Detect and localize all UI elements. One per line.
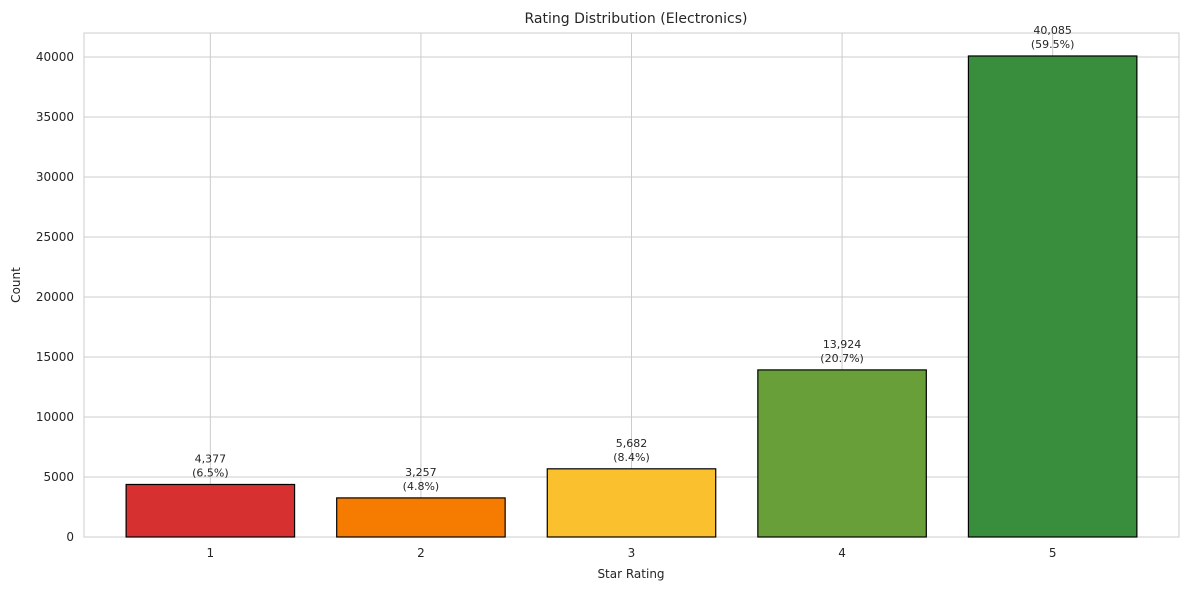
chart-title: Rating Distribution (Electronics) — [525, 11, 748, 27]
bar — [757, 369, 927, 538]
bars — [125, 55, 1138, 538]
y-tick-label: 0 — [66, 530, 74, 544]
bar-percent-label: (20.7%) — [820, 352, 864, 365]
bar-value-label: 13,924 — [823, 338, 862, 351]
y-tick-label: 15000 — [36, 350, 74, 364]
bar-percent-label: (6.5%) — [192, 466, 229, 479]
x-tick-label: 4 — [838, 546, 846, 560]
y-tick-label: 10000 — [36, 410, 74, 424]
x-tick-label: 1 — [207, 546, 215, 560]
y-tick-label: 25000 — [36, 230, 74, 244]
x-tick-label: 2 — [417, 546, 425, 560]
bar-percent-label: (8.4%) — [613, 451, 650, 464]
y-tick-label: 30000 — [36, 170, 74, 184]
x-tick-labels: 1 2 3 4 5 — [207, 546, 1057, 560]
bar-value-label: 3,257 — [405, 466, 437, 479]
x-tick-label: 3 — [628, 546, 636, 560]
y-tick-label: 35000 — [36, 110, 74, 124]
bar — [546, 468, 717, 538]
y-tick-label: 20000 — [36, 290, 74, 304]
bar-labels: 4,377(6.5%) 3,257(4.8%)5,682(8.4%)13,924(… — [192, 24, 1074, 493]
bar — [336, 497, 506, 538]
x-axis-label: Star Rating — [597, 567, 664, 581]
bar-value-label: 40,085 — [1033, 24, 1072, 37]
bar-percent-label: (59.5%) — [1031, 38, 1075, 51]
bar-value-label: 5,682 — [616, 437, 648, 450]
bar-value-label: 4,377 — [195, 452, 227, 465]
y-tick-label: 5000 — [43, 470, 74, 484]
y-axis-label: Count — [9, 267, 23, 303]
bar — [967, 55, 1138, 538]
y-tick-label: 40000 — [36, 50, 74, 64]
bar — [125, 483, 296, 538]
x-tick-label: 5 — [1049, 546, 1057, 560]
bar-percent-label: (4.8%) — [403, 480, 440, 493]
y-tick-labels: 0 5000 10000 15000 20000 25000 30000 35000 40000 — [36, 50, 74, 544]
